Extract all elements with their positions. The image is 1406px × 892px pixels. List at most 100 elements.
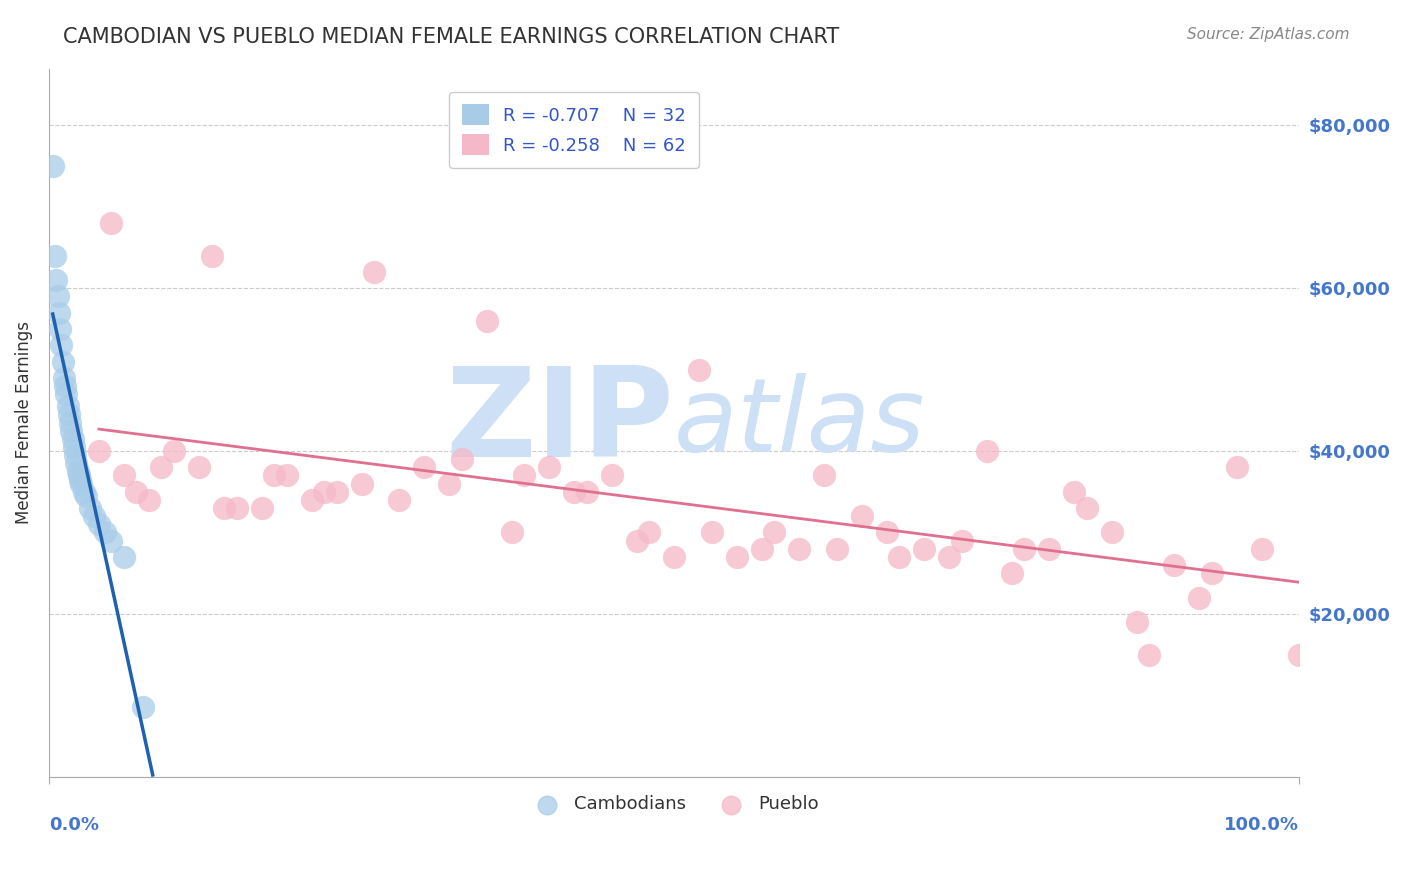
Point [55, 387, 77, 401]
Point [76, 489, 98, 503]
Point [1201, 566, 1223, 581]
Point [263, 468, 285, 483]
Point [51, 338, 73, 352]
Point [1038, 541, 1060, 556]
Text: 100.0%: 100.0% [1225, 815, 1299, 833]
Point [437, 476, 460, 491]
Point [1250, 541, 1272, 556]
Point [700, 525, 723, 540]
Point [1125, 615, 1147, 629]
Point [276, 468, 298, 483]
Point [825, 541, 848, 556]
Point [41, 159, 63, 173]
Point [58, 408, 80, 422]
Point [763, 525, 786, 540]
Point [513, 468, 536, 483]
Point [100, 216, 122, 230]
Point [325, 484, 347, 499]
Point [52, 354, 75, 368]
Point [70, 476, 93, 491]
Point [388, 492, 411, 507]
Point [301, 492, 323, 507]
Point [638, 525, 661, 540]
Point [132, 700, 155, 714]
Point [188, 460, 211, 475]
Point [501, 525, 523, 540]
Point [59, 416, 82, 430]
Point [53, 379, 76, 393]
Point [65, 456, 87, 470]
Point [725, 549, 748, 564]
Point [938, 549, 960, 564]
Point [1288, 648, 1310, 662]
Point [1001, 566, 1024, 581]
Point [626, 533, 648, 548]
Point [1163, 558, 1185, 572]
Point [65, 448, 87, 462]
Point [87, 444, 110, 458]
Point [60, 424, 83, 438]
Point [813, 468, 835, 483]
Point [662, 549, 685, 564]
Point [876, 525, 898, 540]
Point [450, 452, 472, 467]
Point [688, 362, 710, 376]
Point [475, 314, 498, 328]
Text: ZIP: ZIP [446, 362, 673, 483]
Point [56, 399, 79, 413]
Text: CAMBODIAN VS PUEBLO MEDIAN FEMALE EARNINGS CORRELATION CHART: CAMBODIAN VS PUEBLO MEDIAN FEMALE EARNIN… [63, 27, 839, 46]
Legend: Cambodians, Pueblo: Cambodians, Pueblo [522, 789, 827, 821]
Point [751, 541, 773, 556]
Y-axis label: Median Female Earnings: Median Female Earnings [15, 321, 32, 524]
Point [94, 525, 117, 540]
Point [49, 322, 72, 336]
Point [138, 492, 160, 507]
Point [62, 432, 84, 446]
Point [87, 517, 110, 532]
Point [575, 484, 598, 499]
Point [225, 501, 247, 516]
Point [787, 541, 810, 556]
Point [48, 306, 70, 320]
Point [413, 460, 436, 475]
Point [112, 549, 135, 564]
Point [45, 273, 67, 287]
Point [163, 444, 186, 458]
Point [67, 468, 90, 483]
Point [73, 484, 96, 499]
Point [950, 533, 973, 548]
Point [851, 509, 873, 524]
Point [150, 460, 173, 475]
Point [600, 468, 623, 483]
Point [100, 533, 122, 548]
Point [1188, 591, 1211, 605]
Point [312, 484, 335, 499]
Point [53, 371, 76, 385]
Text: 0.0%: 0.0% [49, 815, 98, 833]
Point [83, 509, 105, 524]
Point [1012, 541, 1035, 556]
Point [1076, 501, 1098, 516]
Point [212, 501, 235, 516]
Point [63, 440, 86, 454]
Point [69, 473, 91, 487]
Point [1137, 648, 1160, 662]
Point [1063, 484, 1085, 499]
Point [112, 468, 135, 483]
Point [363, 265, 385, 279]
Point [912, 541, 935, 556]
Point [250, 501, 273, 516]
Point [889, 549, 911, 564]
Point [1226, 460, 1249, 475]
Point [200, 249, 222, 263]
Point [562, 484, 585, 499]
Point [1101, 525, 1123, 540]
Point [976, 444, 998, 458]
Point [350, 476, 373, 491]
Point [538, 460, 561, 475]
Text: Source: ZipAtlas.com: Source: ZipAtlas.com [1187, 27, 1350, 42]
Text: atlas: atlas [673, 373, 925, 473]
Point [125, 484, 148, 499]
Point [44, 249, 66, 263]
Point [66, 464, 89, 478]
